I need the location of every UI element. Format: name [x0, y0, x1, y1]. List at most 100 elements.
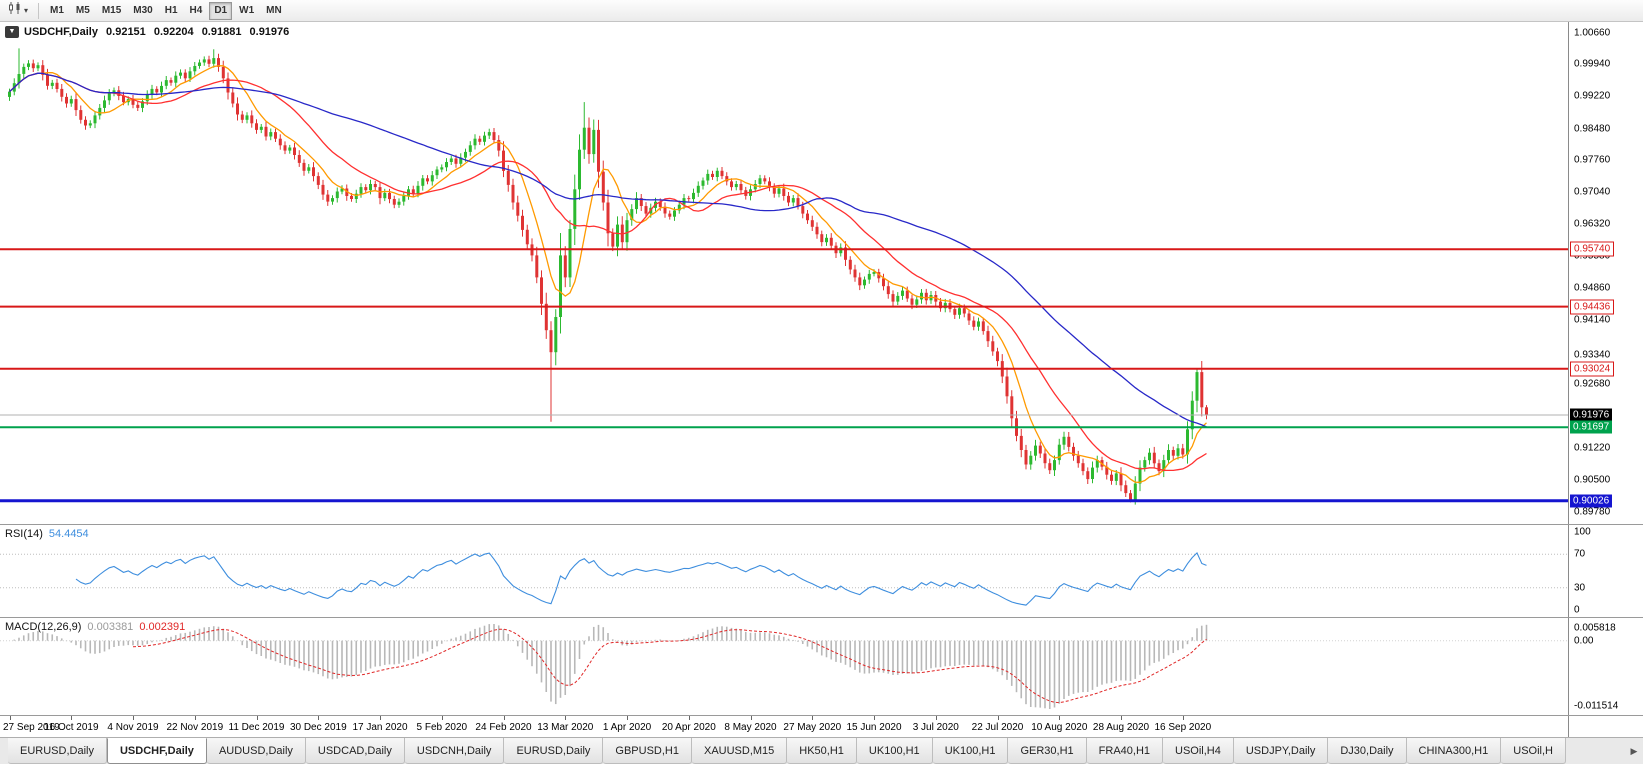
- time-tick: [935, 716, 937, 720]
- tab-usdjpy-daily[interactable]: USDJPY,Daily: [1233, 738, 1329, 764]
- time-tick: [688, 716, 690, 720]
- macd-label: MACD(12,26,9) 0.003381 0.002391: [5, 621, 185, 633]
- tab-usoil-h4[interactable]: USOil,H4: [1163, 738, 1234, 764]
- price-tag-0.90026: 0.90026: [1570, 494, 1613, 508]
- price-tag-0.93024: 0.93024: [1570, 361, 1615, 377]
- timeframe-button-m1[interactable]: M1: [50, 5, 64, 16]
- price-tag-0.95740: 0.95740: [1570, 241, 1615, 257]
- price-axis-label: 0.96320: [1574, 218, 1611, 230]
- tab-hk50-h1[interactable]: HK50,H1: [787, 738, 857, 764]
- rsi-axis-label: 30: [1574, 582, 1586, 594]
- rsi-axis[interactable]: 100 70 30 0: [1568, 525, 1643, 617]
- time-tick: [9, 716, 11, 720]
- time-axis-label: 24 Feb 2020: [475, 722, 532, 733]
- rsi-value: 54.4454: [48, 528, 89, 540]
- time-axis-label: 11 Dec 2019: [228, 722, 285, 733]
- tab-ger30-h1[interactable]: GER30,H1: [1008, 738, 1087, 764]
- price-axis-label: 0.94860: [1574, 282, 1611, 294]
- timeframe-button-m30[interactable]: M30: [133, 5, 153, 16]
- indicator-name: MACD(12,26,9): [5, 621, 82, 633]
- timeframe-button-m5[interactable]: M5: [75, 5, 90, 16]
- price-tag-0.91976: 0.91976: [1570, 408, 1613, 422]
- macd-axis-label: -0.011514: [1574, 700, 1619, 712]
- rsi-label: RSI(14) 54.4454: [5, 528, 89, 540]
- time-tick: [441, 716, 443, 720]
- macd-axis-label: 0.00: [1574, 635, 1594, 647]
- tab-eurusd-daily[interactable]: EURUSD,Daily: [504, 738, 604, 764]
- price-axis-label: 0.99940: [1574, 58, 1611, 70]
- price-axis-label: 0.97760: [1574, 154, 1611, 166]
- toolbar-separator: [38, 2, 40, 19]
- chart-type-button[interactable]: ▾: [4, 2, 31, 20]
- rsi-axis-label: 70: [1574, 548, 1586, 560]
- timeframe-button-h1[interactable]: H1: [164, 5, 178, 16]
- tab-fra40-h1[interactable]: FRA40,H1: [1086, 738, 1164, 764]
- rsi-chart-canvas[interactable]: [0, 525, 1568, 617]
- time-axis-label: 22 Nov 2019: [166, 722, 224, 733]
- timeframe-button-d1[interactable]: D1: [209, 1, 233, 20]
- tab-usdcad-daily[interactable]: USDCAD,Daily: [305, 738, 405, 764]
- macd-axis[interactable]: 0.005818 0.00 -0.011514: [1568, 618, 1643, 715]
- macd-hist-value: 0.003381: [87, 621, 134, 633]
- rsi-pane: RSI(14) 54.4454 100 70 30 0: [0, 524, 1643, 617]
- price-axis-label: 0.89780: [1574, 506, 1611, 518]
- price-axis-label: 0.92680: [1574, 378, 1611, 390]
- time-axis[interactable]: 27 Sep 2019 16 Oct 2019 4 Nov 2019 22 Nov 2…: [0, 716, 1568, 737]
- tab-eurusd-daily[interactable]: EURUSD,Daily: [8, 738, 107, 764]
- tab-audusd-daily[interactable]: AUDUSD,Daily: [206, 738, 306, 764]
- tab-uk100-h1[interactable]: UK100,H1: [856, 738, 933, 764]
- ohlc-open: 0.92151: [106, 26, 146, 38]
- price-chart-canvas[interactable]: [0, 22, 1568, 524]
- one-click-trading-toggle[interactable]: ▼: [5, 26, 19, 38]
- macd-pane: MACD(12,26,9) 0.003381 0.002391 0.005818 0.…: [0, 617, 1643, 715]
- time-axis-label: 4 Nov 2019: [107, 722, 159, 733]
- tab-usdchf-daily[interactable]: USDCHF,Daily: [106, 738, 207, 764]
- time-tick: [1121, 716, 1122, 720]
- ohlc-high: 0.92204: [153, 26, 194, 38]
- tab-usoil-h[interactable]: USOil,H: [1501, 738, 1566, 764]
- price-tag-0.94436: 0.94436: [1570, 299, 1615, 315]
- time-axis-label: 16 Sep 2020: [1154, 722, 1212, 733]
- time-tick: [565, 716, 567, 720]
- macd-axis-label: 0.005818: [1574, 622, 1616, 634]
- time-axis-label: 15 Jun 2020: [846, 722, 902, 733]
- tab-xauusd-m15[interactable]: XAUUSD,M15: [691, 738, 788, 764]
- tab-china300-h1[interactable]: CHINA300,H1: [1406, 738, 1502, 764]
- tab-scroll-right-button[interactable]: ▶: [1630, 745, 1638, 756]
- rsi-axis-label: 0: [1574, 604, 1580, 616]
- chart-area: ▼ USDCHF,Daily 0.92151 0.92204 0.91881 0…: [0, 22, 1643, 737]
- ohlc-close: 0.91976: [249, 26, 290, 38]
- timeframe-button-mn[interactable]: MN: [266, 5, 282, 16]
- timeframe-button-h4[interactable]: H4: [189, 5, 203, 16]
- axis-corner: [1568, 716, 1643, 737]
- time-tick: [194, 716, 196, 720]
- ohlc-low: 0.91881: [201, 26, 242, 38]
- tab-gbpusd-h1[interactable]: GBPUSD,H1: [603, 738, 692, 764]
- chevron-down-icon: ▾: [24, 6, 29, 15]
- time-axis-label: 8 May 2020: [724, 722, 777, 733]
- tab-dj30-daily[interactable]: DJ30,Daily: [1328, 738, 1407, 764]
- tab-strip: EURUSD,Daily USDCHF,Daily AUDUSD,Daily USDC…: [8, 738, 1625, 764]
- time-axis-label: 27 Sep 2019: [3, 722, 60, 733]
- time-tick: [503, 716, 505, 720]
- time-axis-label: 22 Jul 2020: [971, 722, 1024, 733]
- time-axis-label: 17 Jan 2020: [352, 722, 408, 733]
- time-axis-label: 30 Dec 2019: [289, 722, 347, 733]
- price-axis-label: 0.94140: [1574, 314, 1611, 326]
- chart-title-text: USDCHF,Daily 0.92151 0.92204 0.91881 0.9…: [24, 26, 294, 38]
- chart-tab-bar: EURUSD,Daily USDCHF,Daily AUDUSD,Daily USDC…: [0, 737, 1643, 764]
- time-axis-label: 10 Aug 2020: [1031, 722, 1088, 733]
- tab-uk100-h1[interactable]: UK100,H1: [932, 738, 1009, 764]
- price-axis-label: 0.98480: [1574, 123, 1611, 135]
- time-tick: [750, 716, 752, 720]
- price-pane: ▼ USDCHF,Daily 0.92151 0.92204 0.91881 0…: [0, 22, 1643, 524]
- timeframe-button-m15[interactable]: M15: [101, 5, 122, 16]
- tab-usdcnh-daily[interactable]: USDCNH,Daily: [404, 738, 505, 764]
- time-axis-label: 20 Apr 2020: [661, 722, 716, 733]
- price-axis-label: 0.93340: [1574, 349, 1611, 361]
- price-axis[interactable]: 1.00660 0.99940 0.99220 0.98480 0.97760 0.970…: [1568, 22, 1643, 524]
- price-axis-label: 0.99220: [1574, 90, 1611, 102]
- timeframe-button-w1[interactable]: W1: [239, 5, 255, 16]
- macd-chart-canvas[interactable]: [0, 618, 1568, 715]
